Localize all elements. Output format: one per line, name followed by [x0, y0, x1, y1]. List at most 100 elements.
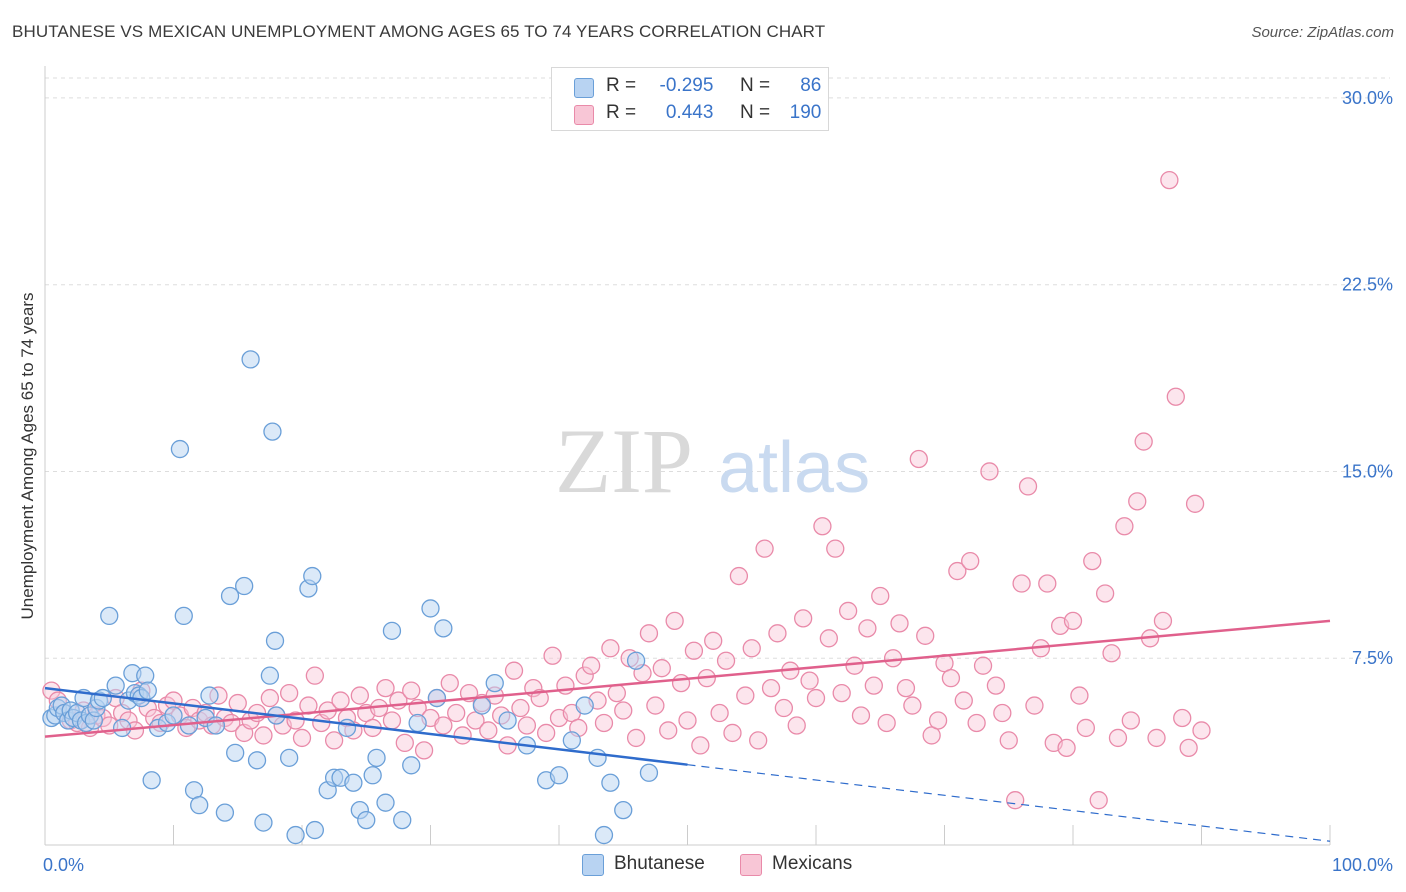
bhutanese-point: [241, 350, 260, 369]
mexicans-point: [723, 723, 742, 743]
mexicans-point: [1160, 170, 1179, 190]
mexicans-point: [1192, 721, 1211, 740]
mexicans-point: [961, 551, 980, 571]
legend-r-label: R =: [606, 75, 637, 96]
bhutanese-point: [472, 696, 492, 715]
mexicans-point: [279, 683, 299, 703]
mexicans-point: [1070, 686, 1089, 705]
bhutanese-point: [434, 619, 453, 638]
mexicans-point: [896, 678, 916, 698]
mexicans-point: [395, 733, 414, 753]
mexicans-point: [774, 698, 794, 718]
correlation-legend: R = -0.295 N = 86 R = 0.443 N = 190: [551, 67, 829, 131]
bhutanese-point: [263, 422, 282, 441]
bhutanese-point: [367, 748, 386, 767]
bhutanese-point: [247, 751, 267, 770]
mexicans-point: [1057, 738, 1076, 758]
mexicans-point: [1134, 432, 1153, 451]
legend-text-bhutanese: R = -0.295 N = 86: [606, 75, 821, 97]
mexicans-point: [749, 731, 768, 750]
mexicans-point: [768, 624, 787, 643]
bhutanese-point: [485, 673, 504, 693]
legend-r-value: 0.443: [665, 102, 714, 123]
mexicans-point: [1102, 644, 1121, 663]
bhutanese-point: [190, 796, 209, 815]
mexicans-point: [1038, 574, 1057, 593]
bhutanese-point: [626, 651, 646, 670]
mexicans-point: [581, 656, 601, 675]
bhutanese-point: [303, 566, 322, 586]
y-tick-label: 22.5%: [1342, 275, 1393, 295]
mexicans-point: [639, 624, 659, 643]
bhutanese-trend-extension: [687, 764, 1331, 842]
mexicans-point: [575, 666, 594, 685]
bhutanese-point: [174, 606, 193, 626]
mexicans-point: [530, 688, 549, 708]
bhutanese-point: [136, 666, 155, 685]
mexicans-point: [716, 651, 736, 670]
bhutanese-point: [562, 731, 581, 750]
x-tick-label: 0.0%: [43, 855, 84, 875]
source-label: Source: ZipAtlas.com: [1251, 24, 1394, 41]
mexicans-point: [228, 693, 247, 713]
mexicans-point: [877, 713, 896, 733]
bhutanese-point: [393, 810, 412, 830]
mexicans-point: [1115, 517, 1134, 536]
mexicans-point: [511, 698, 530, 718]
mexicans-point: [671, 673, 691, 693]
bhutanese-point: [100, 606, 119, 626]
mexicans-point: [594, 713, 614, 733]
mexicans-point: [954, 691, 973, 710]
mexicans-point: [665, 611, 684, 631]
trend-lines: [44, 619, 1331, 842]
mexicans-point: [903, 696, 922, 715]
mexicans-point: [1173, 708, 1192, 728]
mexicans-point: [517, 716, 537, 735]
mexicans-point: [864, 676, 883, 695]
bhutanese-point: [164, 706, 183, 725]
mexicans-point: [652, 659, 671, 678]
bhutanese-point: [402, 756, 421, 775]
bhutanese-point: [235, 576, 254, 596]
bhutanese-point: [427, 688, 447, 708]
mexicans-point: [1012, 574, 1031, 593]
mexicans-point: [556, 676, 575, 695]
series-swatch-mexicans: [740, 854, 762, 876]
mexicans-point: [537, 723, 556, 743]
bhutanese-point: [215, 803, 235, 822]
mexicans-point: [916, 626, 935, 645]
mexicans-point: [826, 539, 845, 558]
bhutanese-point: [382, 621, 402, 640]
grid-lines: [45, 77, 1390, 659]
legend-r-label: R =: [606, 102, 637, 123]
bhutanese-point: [337, 718, 357, 738]
mexicans-point: [434, 716, 453, 735]
mexicans-point: [851, 706, 871, 725]
mexicans-trend-line: [44, 619, 1331, 738]
mexicans-point: [761, 678, 781, 698]
chart-title: BHUTANESE VS MEXICAN UNEMPLOYMENT AMONG …: [12, 22, 826, 41]
mexicans-point: [646, 696, 665, 715]
mexicans-point: [453, 726, 472, 745]
watermark-zip: ZIP: [555, 410, 693, 512]
mexicans-point: [1089, 791, 1108, 810]
mexicans-point: [883, 649, 903, 668]
mexicans-point: [1076, 718, 1095, 738]
mexicans-point: [1025, 696, 1044, 715]
bhutanese-point: [498, 711, 517, 730]
mexicans-point: [941, 669, 961, 688]
mexicans-point: [659, 721, 678, 740]
mexicans-point: [543, 646, 562, 665]
mexicans-point: [260, 688, 280, 708]
mexicans-point: [858, 619, 877, 638]
bhutanese-point: [408, 713, 427, 733]
mexicans-point: [504, 661, 524, 680]
legend-swatch-mexicans: [574, 105, 594, 125]
mexicans-point: [890, 614, 909, 633]
mexicans-point: [498, 736, 517, 755]
mexicans-point: [414, 741, 434, 760]
mexicans-point: [832, 683, 851, 703]
mexicans-point: [755, 539, 774, 558]
mexicans-point: [1063, 611, 1083, 631]
